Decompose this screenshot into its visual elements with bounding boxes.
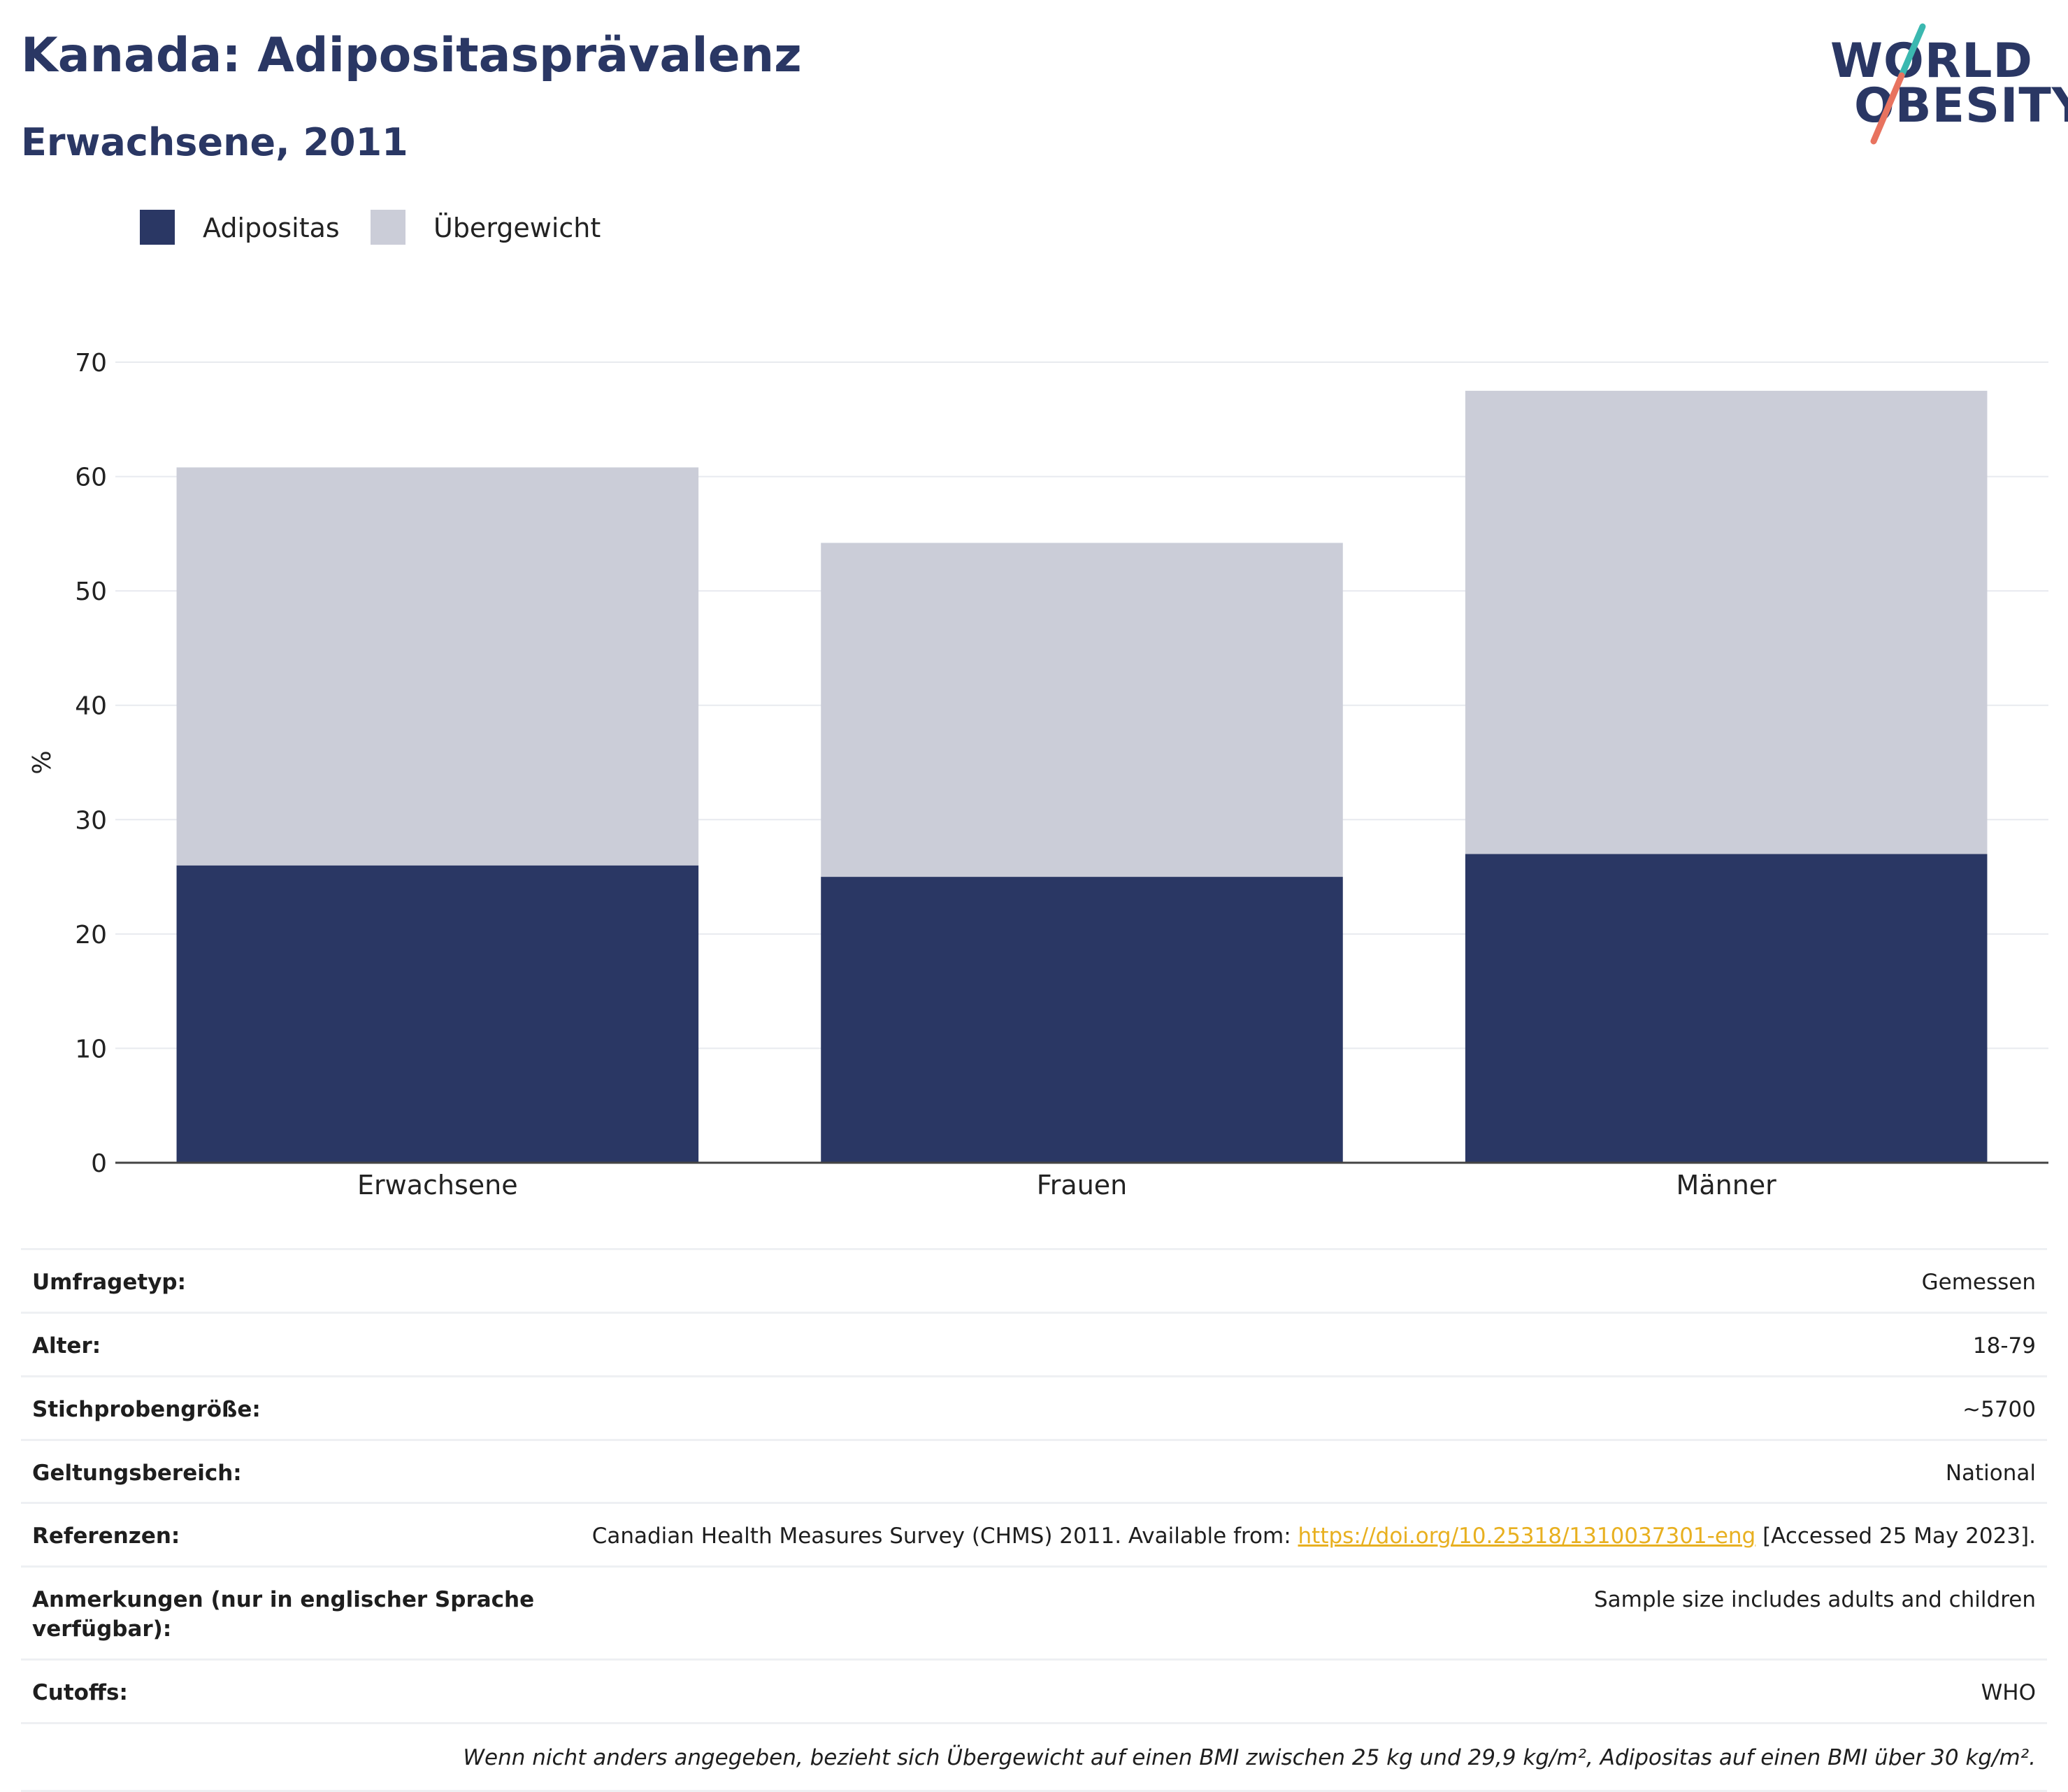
details-value: WHO <box>1981 1679 2036 1705</box>
y-tick-label: 40 <box>75 692 107 721</box>
y-tick-label: 50 <box>75 578 107 606</box>
details-label: Anmerkungen (nur in englischer Sprache v… <box>32 1587 535 1642</box>
y-tick-label: 10 <box>75 1035 107 1063</box>
details-table: Umfragetyp: Gemessen Alter: 18-79 Stichp… <box>21 1248 2047 1792</box>
world-obesity-logo: WORLD OBESITY <box>1818 21 2068 147</box>
footnote: Wenn nicht anders angegeben, bezieht sic… <box>21 1721 2047 1792</box>
legend-label-uebergewicht: Übergewicht <box>433 213 601 243</box>
details-value: Canadian Health Measures Survey (CHMS) 2… <box>592 1522 2036 1551</box>
bar-adipositas-erwachsene <box>176 865 699 1163</box>
details-label: Geltungsbereich: <box>32 1460 242 1486</box>
bar-chart: 0 10 20 30 40 50 60 70% Erwachsene Frauen Männer <box>28 349 2048 1200</box>
reference-accessed: [Accessed 25 May 2023]. <box>1755 1524 2036 1549</box>
logo-slash-icon <box>1870 23 1926 145</box>
legend-swatch-uebergewicht <box>371 210 405 245</box>
legend-swatch-adipositas <box>140 210 175 245</box>
y-tick-label: 0 <box>91 1149 107 1178</box>
details-value: National <box>1945 1460 2036 1486</box>
y-tick-label: 70 <box>75 349 107 378</box>
x-tick-label: Frauen <box>1037 1170 1128 1200</box>
details-row-geltungsbereich: Geltungsbereich: National <box>21 1438 2047 1503</box>
details-row-alter: Alter: 18-79 <box>21 1311 2047 1375</box>
details-label: Stichprobengröße: <box>32 1396 261 1422</box>
details-label: Referenzen: <box>32 1524 180 1549</box>
x-tick-label: Erwachsene <box>357 1170 518 1200</box>
y-axis-title: % <box>28 750 57 774</box>
bar-adipositas-frauen <box>821 877 1343 1163</box>
bar-bergewicht-erwachsene <box>176 467 699 866</box>
details-row-stichprobengroesse: Stichprobengröße: ~5700 <box>21 1375 2047 1439</box>
chart-subtitle: Erwachsene, 2011 <box>21 120 408 164</box>
details-value: ~5700 <box>1962 1396 2036 1422</box>
reference-link[interactable]: https://doi.org/10.25318/1310037301-eng <box>1298 1524 1756 1549</box>
logo-text-world: WORLD <box>1830 34 2033 89</box>
details-value: Sample size includes adults and children <box>1593 1587 2036 1613</box>
details-value: 18-79 <box>1972 1333 2036 1359</box>
details-label: Umfragetyp: <box>32 1270 186 1295</box>
details-row-cutoffs: Cutoffs: WHO <box>21 1658 2047 1722</box>
details-value: Gemessen <box>1921 1270 2036 1295</box>
legend-label-adipositas: Adipositas <box>203 213 340 243</box>
details-row-umfragetyp: Umfragetyp: Gemessen <box>21 1248 2047 1312</box>
details-row-referenzen: Referenzen: Canadian Health Measures Sur… <box>21 1502 2047 1565</box>
details-label: Cutoffs: <box>32 1679 128 1705</box>
reference-text: Canadian Health Measures Survey (CHMS) 2… <box>591 1524 1298 1549</box>
details-row-anmerkungen: Anmerkungen (nur in englischer Sprache v… <box>21 1565 2047 1658</box>
bar-bergewicht-frauen <box>821 543 1343 877</box>
bar-bergewicht-mnner <box>1465 390 1988 854</box>
details-label: Alter: <box>32 1333 101 1359</box>
x-tick-label: Männer <box>1676 1170 1777 1200</box>
y-tick-label: 60 <box>75 464 107 492</box>
y-tick-label: 20 <box>75 921 107 949</box>
bar-adipositas-mnner <box>1465 854 1988 1163</box>
y-tick-label: 30 <box>75 806 107 835</box>
chart-title: Kanada: Adipositasprävalenz <box>21 28 802 83</box>
